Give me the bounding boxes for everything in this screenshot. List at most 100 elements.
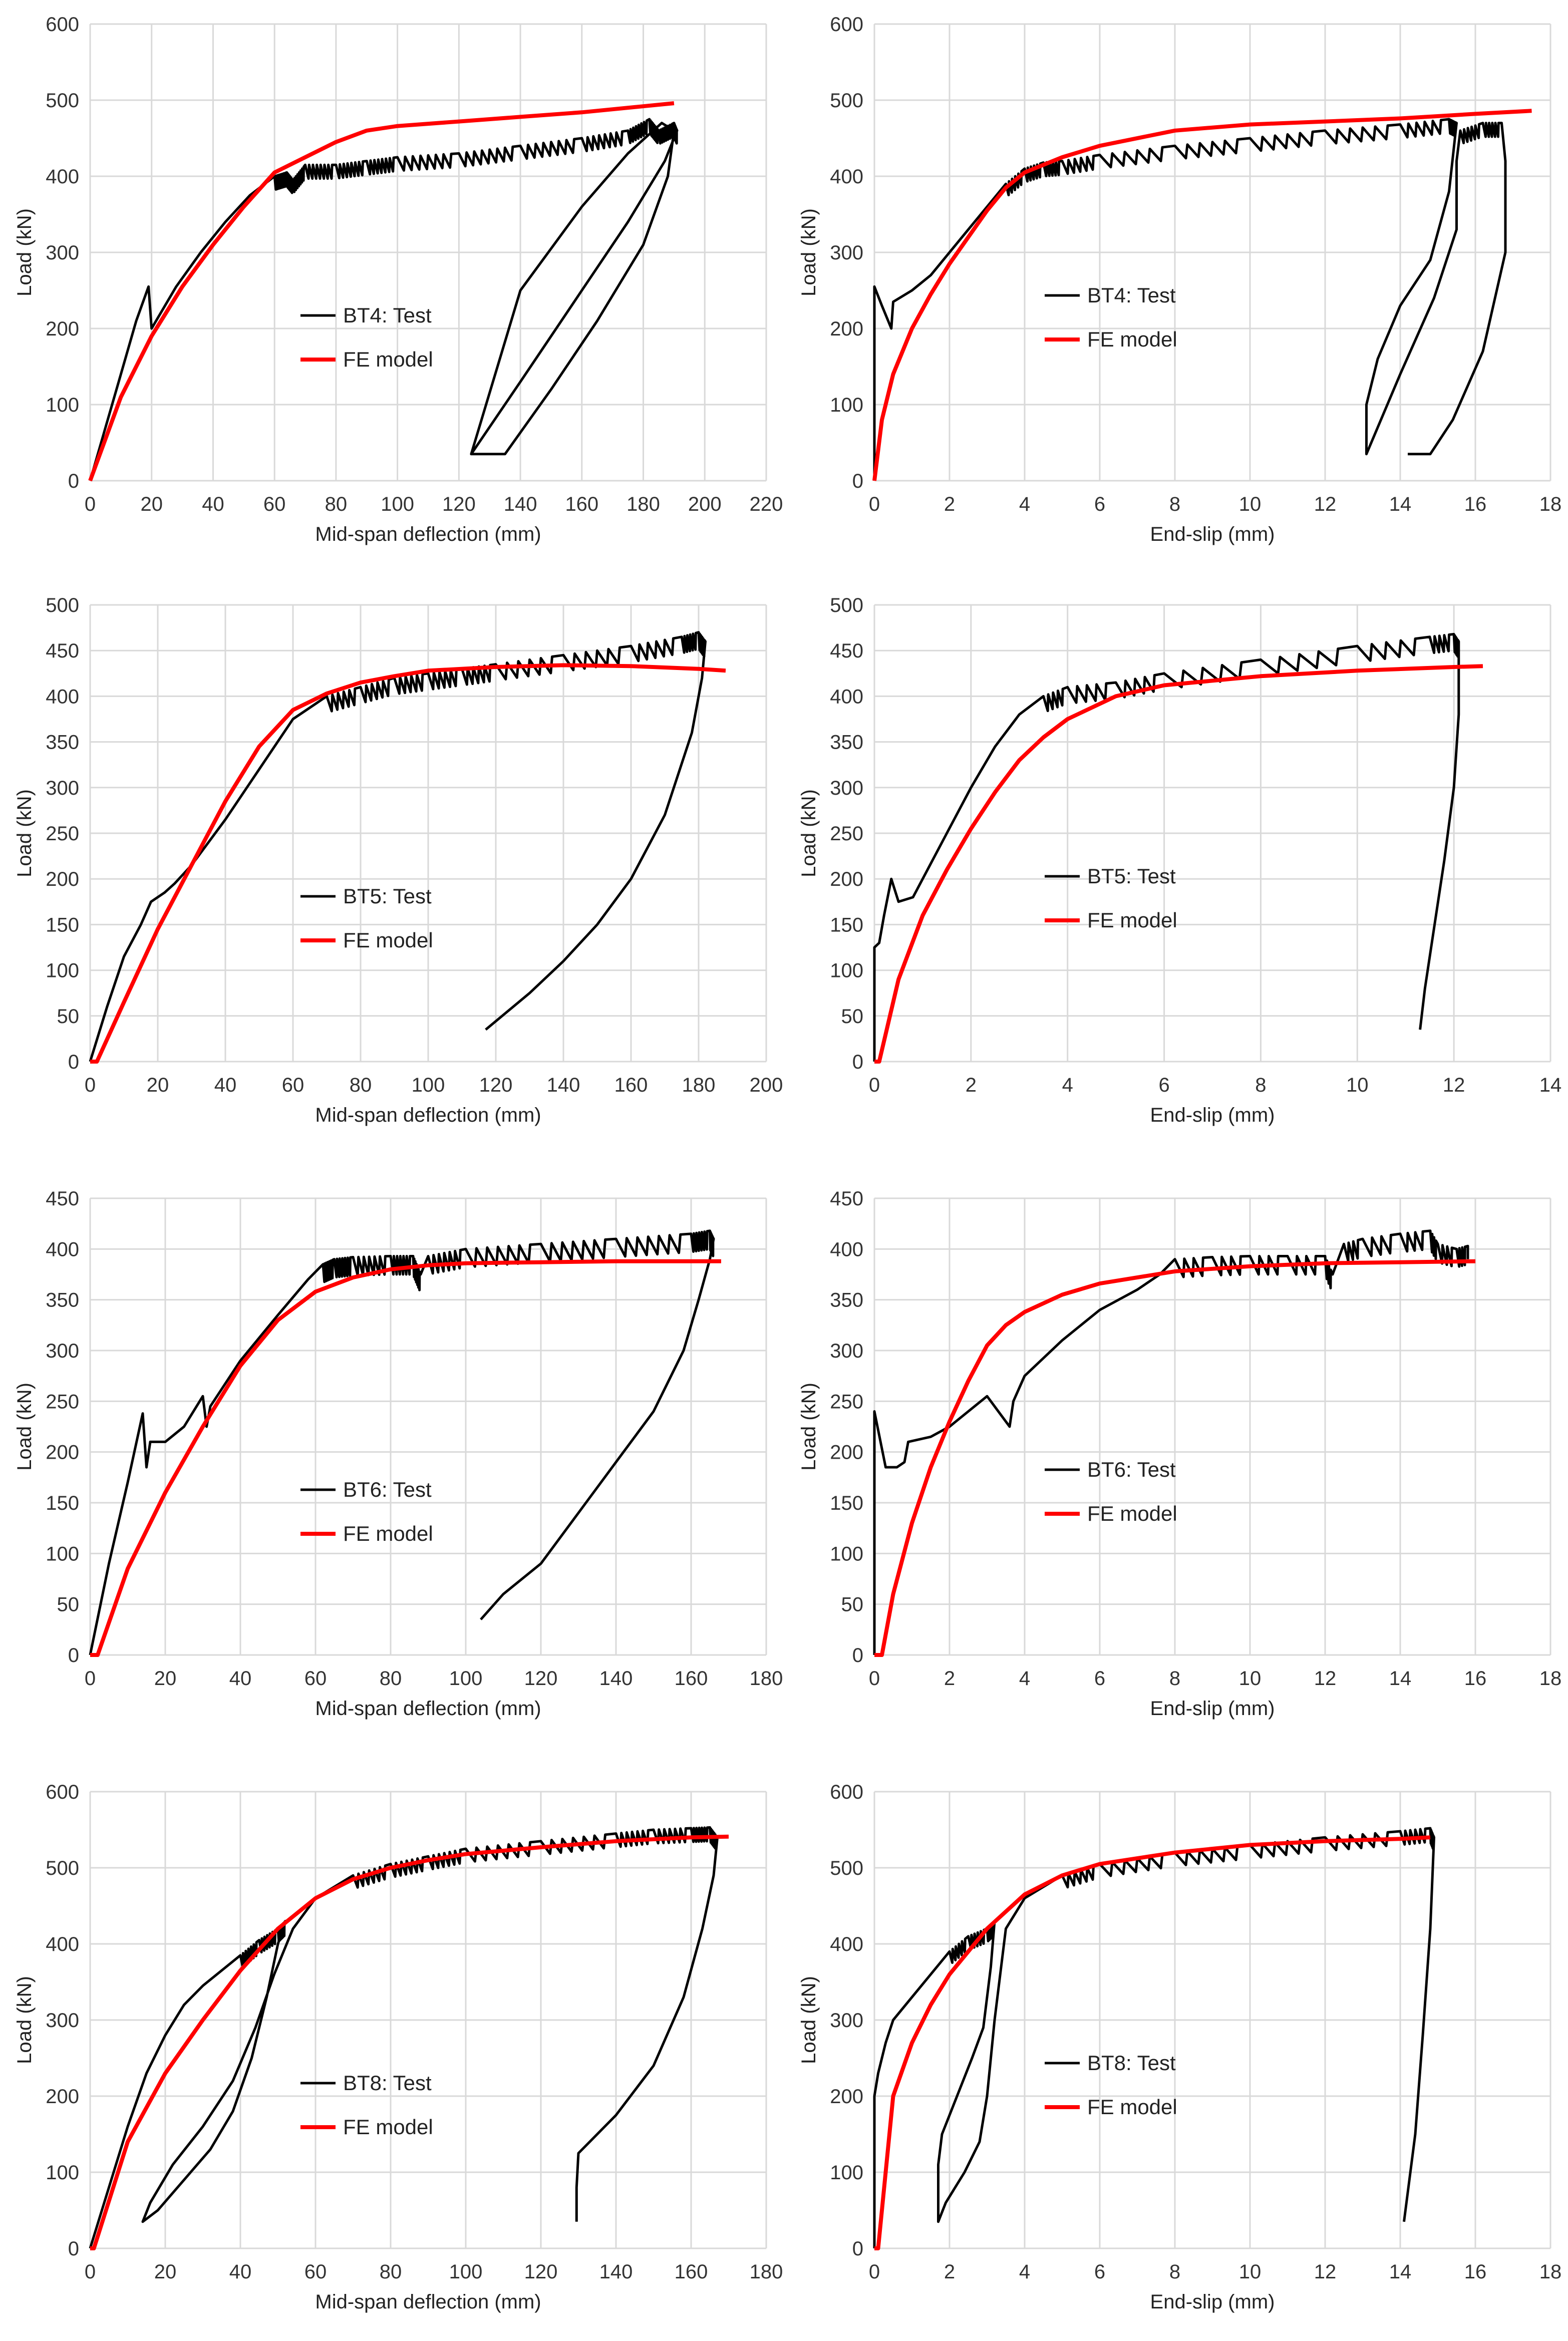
chart-0-y-tick-label: 400 — [46, 166, 79, 188]
chart-4-y-tick-label: 150 — [46, 1492, 79, 1514]
chart-4-x-axis-title: Mid-span deflection (mm) — [315, 1698, 541, 1720]
chart-6-x-tick-label: 180 — [750, 2261, 783, 2283]
chart-2-y-axis-title: Load (kN) — [14, 789, 36, 877]
chart-6-x-tick-label: 0 — [85, 2261, 96, 2283]
chart-6-legend: BT8: Test FE model — [300, 2071, 433, 2139]
chart-2-y-tick-label: 150 — [46, 914, 79, 936]
chart-5-legend-fe-label: FE model — [1087, 1502, 1177, 1525]
chart-5-x-tick-label: 8 — [1169, 1667, 1180, 1690]
chart-4-x-tick-label: 140 — [599, 1667, 633, 1690]
chart-panel-bt8-deflection: 0 100 200 300 400 500 600 0 20 40 60 80 100 120 140 160… — [14, 1781, 783, 2313]
chart-5-x-tick-label: 18 — [1539, 1667, 1562, 1690]
chart-7-y-tick-label: 500 — [830, 1857, 863, 1879]
chart-6-y-tick-label: 0 — [68, 2238, 79, 2260]
chart-3-x-tick-label: 12 — [1443, 1074, 1465, 1096]
chart-7-y-tick-label: 300 — [830, 2010, 863, 2032]
chart-6-x-tick-label: 160 — [675, 2261, 708, 2283]
chart-2-x-tick-label: 200 — [750, 1074, 783, 1096]
chart-6-x-tick-label: 140 — [599, 2261, 633, 2283]
chart-0-x-tick-label: 120 — [442, 493, 476, 515]
chart-2-y-tick-label: 50 — [57, 1006, 80, 1028]
chart-7-x-tick-label: 12 — [1314, 2261, 1337, 2283]
chart-3-x-axis-title: End-slip (mm) — [1150, 1104, 1275, 1126]
chart-7-x-tick-label: 6 — [1094, 2261, 1105, 2283]
chart-3-y-tick-label: 500 — [830, 594, 863, 616]
chart-5-x-tick-label: 10 — [1239, 1667, 1262, 1690]
chart-7-x-tick-label: 2 — [944, 2261, 955, 2283]
chart-1-y-tick-label: 0 — [852, 470, 863, 492]
chart-1-x-tick-label: 4 — [1019, 493, 1030, 515]
chart-7-x-tick-label: 14 — [1389, 2261, 1412, 2283]
chart-6-x-tick-label: 80 — [380, 2261, 402, 2283]
chart-5-y-axis-title: Load (kN) — [798, 1383, 820, 1471]
chart-4-y-tick-label: 0 — [68, 1644, 79, 1666]
chart-6-y-tick-label: 100 — [46, 2162, 79, 2184]
chart-5-series-fe-model — [874, 1259, 1476, 1657]
chart-2-legend-fe-label: FE model — [343, 928, 433, 952]
chart-5-x-tick-label: 0 — [869, 1667, 880, 1690]
chart-1-series-fe-model — [872, 109, 1532, 481]
chart-2-x-tick-label: 20 — [147, 1074, 169, 1096]
chart-4-legend: BT6: Test FE model — [300, 1478, 433, 1545]
chart-6-legend-test-label: BT8: Test — [343, 2071, 432, 2095]
chart-3-x-tick-label: 0 — [869, 1074, 880, 1096]
chart-4-legend-fe-label: FE model — [343, 1522, 433, 1545]
chart-3-x-tick-label: 8 — [1255, 1074, 1266, 1096]
chart-7-x-tick-label: 10 — [1239, 2261, 1262, 2283]
chart-6-legend-fe-label: FE model — [343, 2115, 433, 2139]
chart-2-y-tick-label: 350 — [46, 732, 79, 754]
chart-7-series-test — [873, 1827, 1435, 2248]
chart-5-y-tick-label: 400 — [830, 1238, 863, 1260]
chart-2-x-tick-label: 140 — [547, 1074, 580, 1096]
chart-4-x-tick-label: 60 — [304, 1667, 327, 1690]
chart-6-y-tick-label: 400 — [46, 1933, 79, 1955]
chart-2-legend-test-label: BT5: Test — [343, 884, 432, 908]
chart-6-x-tick-label: 20 — [154, 2261, 177, 2283]
chart-6-y-tick-label: 600 — [46, 1781, 79, 1803]
chart-4-y-tick-label: 300 — [46, 1340, 79, 1362]
chart-panel-bt6-deflection: 0 50 100 150 200 250 300 350 400 450 0 20 40 60 80 100 1… — [14, 1188, 783, 1720]
chart-3-legend: BT5: Test FE model — [1045, 864, 1177, 932]
chart-7-legend-fe-label: FE model — [1087, 2095, 1177, 2119]
chart-4-series-test — [89, 1229, 715, 1655]
chart-5-x-tick-label: 2 — [944, 1667, 955, 1690]
chart-5-y-tick-label: 150 — [830, 1492, 863, 1514]
chart-0-y-tick-label: 300 — [46, 242, 79, 264]
chart-3-x-tick-label: 2 — [966, 1074, 977, 1096]
chart-7-y-tick-label: 100 — [830, 2162, 863, 2184]
chart-3-y-tick-label: 0 — [852, 1051, 863, 1073]
chart-0-x-tick-label: 80 — [325, 493, 348, 515]
chart-2-y-tick-label: 400 — [46, 686, 79, 708]
chart-4-y-axis-title: Load (kN) — [14, 1383, 36, 1471]
chart-1-x-tick-label: 12 — [1314, 493, 1337, 515]
chart-2-x-tick-label: 100 — [412, 1074, 445, 1096]
chart-1-series-test — [873, 118, 1507, 481]
chart-7-legend: BT8: Test FE model — [1045, 2051, 1177, 2119]
chart-1-legend: BT4: Test FE model — [1045, 283, 1177, 351]
chart-2-y-tick-label: 0 — [68, 1051, 79, 1073]
chart-1-y-tick-label: 400 — [830, 166, 863, 188]
chart-5-y-tick-label: 50 — [841, 1594, 864, 1616]
chart-3-y-tick-label: 350 — [830, 732, 863, 754]
chart-3-y-axis-title: Load (kN) — [798, 789, 820, 877]
chart-7-x-tick-label: 8 — [1169, 2261, 1180, 2283]
chart-4-y-tick-label: 50 — [57, 1594, 80, 1616]
chart-1-x-axis-title: End-slip (mm) — [1150, 523, 1275, 545]
chart-2-y-tick-label: 300 — [46, 777, 79, 799]
chart-6-x-axis-title: Mid-span deflection (mm) — [315, 2291, 541, 2313]
chart-4-x-tick-label: 160 — [675, 1667, 708, 1690]
chart-3-y-tick-label: 250 — [830, 823, 863, 845]
chart-1-legend-test-label: BT4: Test — [1087, 283, 1176, 307]
chart-6-y-tick-label: 500 — [46, 1857, 79, 1879]
chart-5-y-tick-label: 250 — [830, 1391, 863, 1413]
chart-6-x-tick-label: 120 — [524, 2261, 558, 2283]
chart-5-x-tick-label: 12 — [1314, 1667, 1337, 1690]
chart-1-x-tick-label: 0 — [869, 493, 880, 515]
chart-5-y-tick-label: 450 — [830, 1188, 863, 1210]
chart-3-y-tick-label: 50 — [841, 1006, 864, 1028]
chart-1-x-tick-label: 2 — [944, 493, 955, 515]
chart-2-x-axis-title: Mid-span deflection (mm) — [315, 1104, 541, 1126]
chart-4-y-tick-label: 200 — [46, 1442, 79, 1464]
chart-2-y-tick-label: 450 — [46, 640, 79, 662]
chart-4-y-tick-label: 100 — [46, 1543, 79, 1565]
